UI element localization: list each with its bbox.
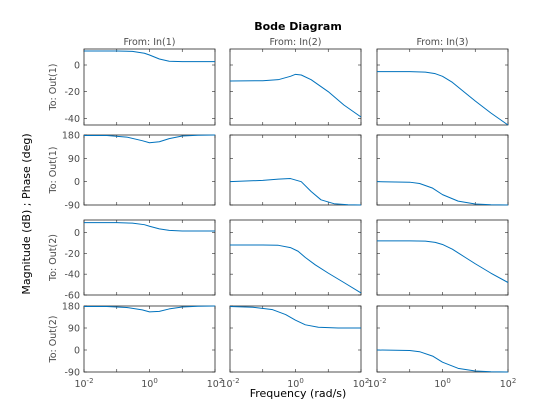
panel-frame bbox=[376, 219, 509, 296]
y-tick-label: 90 bbox=[68, 324, 80, 335]
panel-frame bbox=[83, 305, 216, 373]
column-title: From: In(2) bbox=[269, 37, 321, 48]
y-tick-label: 90 bbox=[68, 154, 80, 165]
y-tick-label: -90 bbox=[64, 368, 80, 379]
bode-panel bbox=[229, 134, 362, 206]
bode-panel bbox=[229, 305, 362, 373]
bode-curve bbox=[376, 181, 509, 206]
bode-panel bbox=[83, 305, 216, 373]
bode-curve bbox=[84, 305, 216, 313]
x-tick-label: 102 bbox=[500, 377, 517, 390]
y-tick-label: 180 bbox=[62, 131, 80, 142]
bode-panel bbox=[83, 48, 216, 126]
panel-frame bbox=[376, 305, 509, 373]
y-tick-label: -40 bbox=[64, 114, 80, 125]
panel-frame bbox=[83, 48, 216, 126]
y-axis-label: Magnitude (dB) ; Phase (deg) bbox=[20, 133, 33, 294]
x-axis-label: Frequency (rad/s) bbox=[250, 387, 347, 400]
panel-frame bbox=[376, 48, 509, 126]
bode-panel bbox=[83, 219, 216, 296]
bode-panel bbox=[229, 48, 362, 126]
bode-panel bbox=[376, 305, 509, 373]
bode-curve bbox=[377, 71, 509, 126]
x-tick-label: 10-2 bbox=[74, 377, 93, 390]
bode-curve bbox=[230, 244, 362, 294]
bode-curve bbox=[84, 134, 216, 144]
bode-curve bbox=[229, 73, 362, 118]
panel-frame bbox=[229, 134, 362, 206]
row-label: To: Out(1) bbox=[48, 147, 59, 195]
y-tick-label: -20 bbox=[64, 249, 80, 260]
y-tick-label: -60 bbox=[64, 291, 80, 302]
y-tick-label: 0 bbox=[74, 61, 80, 72]
bode-curve bbox=[376, 349, 509, 373]
y-tick-label: 0 bbox=[74, 228, 80, 239]
bode-curve bbox=[377, 240, 509, 283]
y-tick-label: 180 bbox=[62, 302, 80, 313]
y-tick-label: -90 bbox=[64, 201, 80, 212]
x-tick-label: 100 bbox=[287, 377, 304, 390]
bode-panel bbox=[376, 134, 509, 206]
x-tick-label: 100 bbox=[141, 377, 158, 390]
x-tick-label: 10-2 bbox=[220, 377, 239, 390]
x-tick-label: 102 bbox=[207, 377, 224, 390]
panel-frame bbox=[229, 305, 362, 373]
row-label: To: Out(2) bbox=[48, 316, 59, 364]
x-tick-label: 100 bbox=[434, 377, 451, 390]
bode-panel bbox=[376, 219, 509, 296]
x-tick-label: 102 bbox=[353, 377, 370, 390]
chart-title: Bode Diagram bbox=[254, 20, 342, 33]
bode-curve bbox=[229, 178, 362, 206]
column-title: From: In(1) bbox=[123, 37, 175, 48]
bode-panel bbox=[229, 219, 362, 296]
panel-frame bbox=[229, 219, 362, 296]
bode-curve bbox=[84, 50, 215, 63]
panel-frame bbox=[229, 48, 362, 126]
y-tick-label: -40 bbox=[64, 270, 80, 281]
y-tick-label: 0 bbox=[74, 177, 80, 188]
bode-panel bbox=[376, 48, 509, 126]
y-tick-label: -20 bbox=[64, 87, 80, 98]
column-title: From: In(3) bbox=[416, 37, 468, 48]
plot-area: From: In(1) From: In(2) From: In(3) To: Out… bbox=[48, 37, 516, 390]
panel-frame bbox=[83, 134, 216, 206]
bode-curve bbox=[84, 222, 215, 232]
bode-curve bbox=[229, 305, 361, 329]
y-tick-label: 0 bbox=[74, 346, 80, 357]
bode-panel bbox=[83, 134, 216, 206]
row-label: To: Out(2) bbox=[48, 234, 59, 282]
x-tick-label: 10-2 bbox=[367, 377, 386, 390]
row-label: To: Out(1) bbox=[48, 64, 59, 112]
